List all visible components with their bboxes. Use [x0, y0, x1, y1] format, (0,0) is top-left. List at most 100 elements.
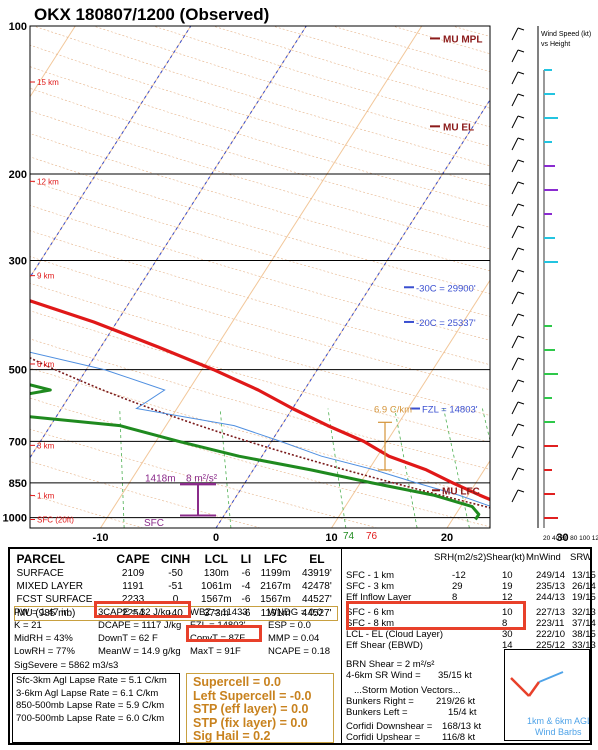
- wind-barb: [511, 93, 519, 107]
- wind-barb: [511, 423, 519, 437]
- kinematics-cell: 235/13: [536, 581, 566, 592]
- parcel-cell: -6: [241, 568, 251, 579]
- wind-barb: [511, 313, 519, 327]
- index-value: MidRH = 43%: [14, 633, 73, 644]
- dry-adiabat: [30, 461, 261, 528]
- corfidi-upshear: Corfidi Upshear = 116/8 kt: [346, 732, 476, 743]
- wind-barb-flag: [517, 27, 525, 31]
- wind-barb-flag: [517, 357, 525, 361]
- parcel-cell: FCST SURFACE: [16, 594, 93, 605]
- sfc-6-8km-highlight: [346, 601, 526, 630]
- wind-barb: [511, 335, 519, 349]
- kinematics-row: SFC - 8 km 8 223/11 37/14: [346, 618, 596, 629]
- isotherm: [215, 98, 490, 528]
- wind-barb-flag: [517, 181, 525, 185]
- kinematics-cell: SFC - 6 km: [346, 607, 395, 618]
- wetbulb-trace: [30, 351, 490, 507]
- wind-barb: [511, 401, 519, 415]
- annotation-iso20: -20C = 25337': [416, 318, 476, 329]
- index-value: DownT = 62 F: [98, 633, 158, 644]
- parcel-cell: SURFACE: [16, 568, 64, 579]
- kinematics-cell: 26/14: [572, 581, 596, 592]
- wind-barb: [511, 489, 519, 503]
- kinematics-cell: 225/12: [536, 640, 566, 651]
- kinematics-cell: Eff Inflow Layer: [346, 592, 412, 603]
- kinematics-cell: 19/15: [572, 592, 596, 603]
- kinematics-header: SRH(m2/s2) Shear(kt) MnWind SRW: [346, 552, 592, 563]
- wind-barb-flag: [517, 313, 525, 317]
- wind-barb-flag: [517, 467, 525, 471]
- wind-barb-flag: [517, 159, 525, 163]
- annotation-iso30: -30C = 29900': [416, 283, 476, 294]
- pressure-label-200: 200: [9, 169, 27, 181]
- index-value: WNDG = 0.0: [268, 607, 323, 618]
- index-value: ConvT = 87F: [190, 633, 246, 644]
- height-label: SFC (20ft): [37, 515, 74, 524]
- wind-barb-flag: [517, 335, 525, 339]
- parcel-cell: 1191: [122, 581, 144, 592]
- parcel-cell: 1191m: [254, 606, 297, 621]
- dry-adiabat: [30, 156, 490, 294]
- parcel-cell: 2233: [121, 594, 145, 605]
- isotherm: [100, 26, 423, 528]
- wind-barb: [511, 115, 519, 129]
- parcel-header: CAPE: [116, 552, 150, 566]
- kinematics-cell: 29: [452, 581, 463, 592]
- annotation-mu_lfc: MU LFC: [442, 486, 480, 497]
- temp-label: -10: [93, 532, 109, 544]
- kinematics-cell: 37/14: [572, 618, 596, 629]
- kinematics-cell: 249/14: [536, 570, 566, 581]
- parcel-header: PARCEL: [16, 552, 65, 566]
- wind-barb: [511, 203, 519, 217]
- temp-label: 30: [556, 532, 568, 544]
- wind-barb: [511, 467, 519, 481]
- wind-barb-flag: [517, 401, 525, 405]
- lapse-rate-box: Sfc-3km Agl Lapse Rate = 5.1 C/km 3-6km …: [12, 673, 180, 743]
- kinematics-cell: SFC - 3 km: [346, 581, 395, 592]
- parcel-row: MIXED LAYER 1191 -51 1061m -4 2167m 42478': [15, 580, 338, 593]
- height-label: 6 km: [37, 360, 55, 369]
- mixing-ratio-line: [443, 408, 470, 528]
- wind-barb-flag: [517, 247, 525, 251]
- kinematics-header-cell: Shear(kt): [486, 552, 526, 563]
- hodo-segment-3: [538, 671, 564, 683]
- dry-adiabat: [30, 205, 490, 341]
- parcel-table: PARCEL CAPE CINH LCL LI LFC EL SURFACE 2109 -50 1…: [13, 551, 339, 621]
- kinematics-cell: 38/15: [572, 629, 596, 640]
- parcel-cell: 42478': [302, 581, 332, 592]
- wind-barb: [511, 269, 519, 283]
- wind-barb-flag: [517, 115, 525, 119]
- composite-stp-fix: STP (fix layer) = 0.0: [193, 715, 308, 730]
- parcel-cell: -6: [241, 594, 251, 605]
- wind-barb: [511, 137, 519, 151]
- parameter-panel: PARCEL CAPE CINH LCL LI LFC EL SURFACE 2109 -50 1…: [8, 547, 596, 745]
- index-value: DCAPE = 1117 J/kg: [98, 620, 182, 631]
- wind-barb-flag: [517, 445, 525, 449]
- dry-adiabat: [30, 428, 378, 528]
- isotherm: [30, 26, 307, 459]
- temp-label: 10: [325, 532, 337, 544]
- parcel-cell: 1567m: [201, 594, 232, 605]
- annotation-fzl: FZL = 14803': [422, 405, 478, 416]
- temp-label: 20: [441, 532, 453, 544]
- wind-barb: [511, 159, 519, 173]
- parcel-header: LCL: [204, 552, 228, 566]
- bunkers-left: Bunkers Left = 15/4 kt: [346, 707, 477, 718]
- dry-adiabat: [30, 338, 490, 470]
- dewpoint-trace: [30, 383, 481, 521]
- hodograph-inset: 1km & 6km AGL Wind Barbs: [504, 649, 592, 741]
- parcel-header: EL: [309, 552, 325, 566]
- skewt-chart: OKX 180807/1200 (Observed) 1002003005007…: [2, 5, 598, 544]
- parcel-cell: 2109: [121, 568, 145, 579]
- index-value: PW = 1.47 in: [14, 607, 69, 618]
- kinematics-cell: -12: [452, 570, 466, 581]
- bunkers-right: Bunkers Right = 219/26 kt: [346, 696, 476, 707]
- dry-adiabat: [30, 282, 490, 416]
- pressure-label-500: 500: [9, 365, 27, 377]
- parcel-cell: -51: [168, 581, 183, 592]
- plot-frame: [29, 25, 491, 529]
- kinematics-row: Eff Shear (EBWD) 14 225/12 33/13: [346, 640, 596, 651]
- wind-barb-flag: [517, 137, 525, 141]
- lapse-rate-3: 850-500mb Lapse Rate = 5.9 C/km: [16, 700, 165, 711]
- annotation-mu_el: MU EL: [443, 122, 474, 133]
